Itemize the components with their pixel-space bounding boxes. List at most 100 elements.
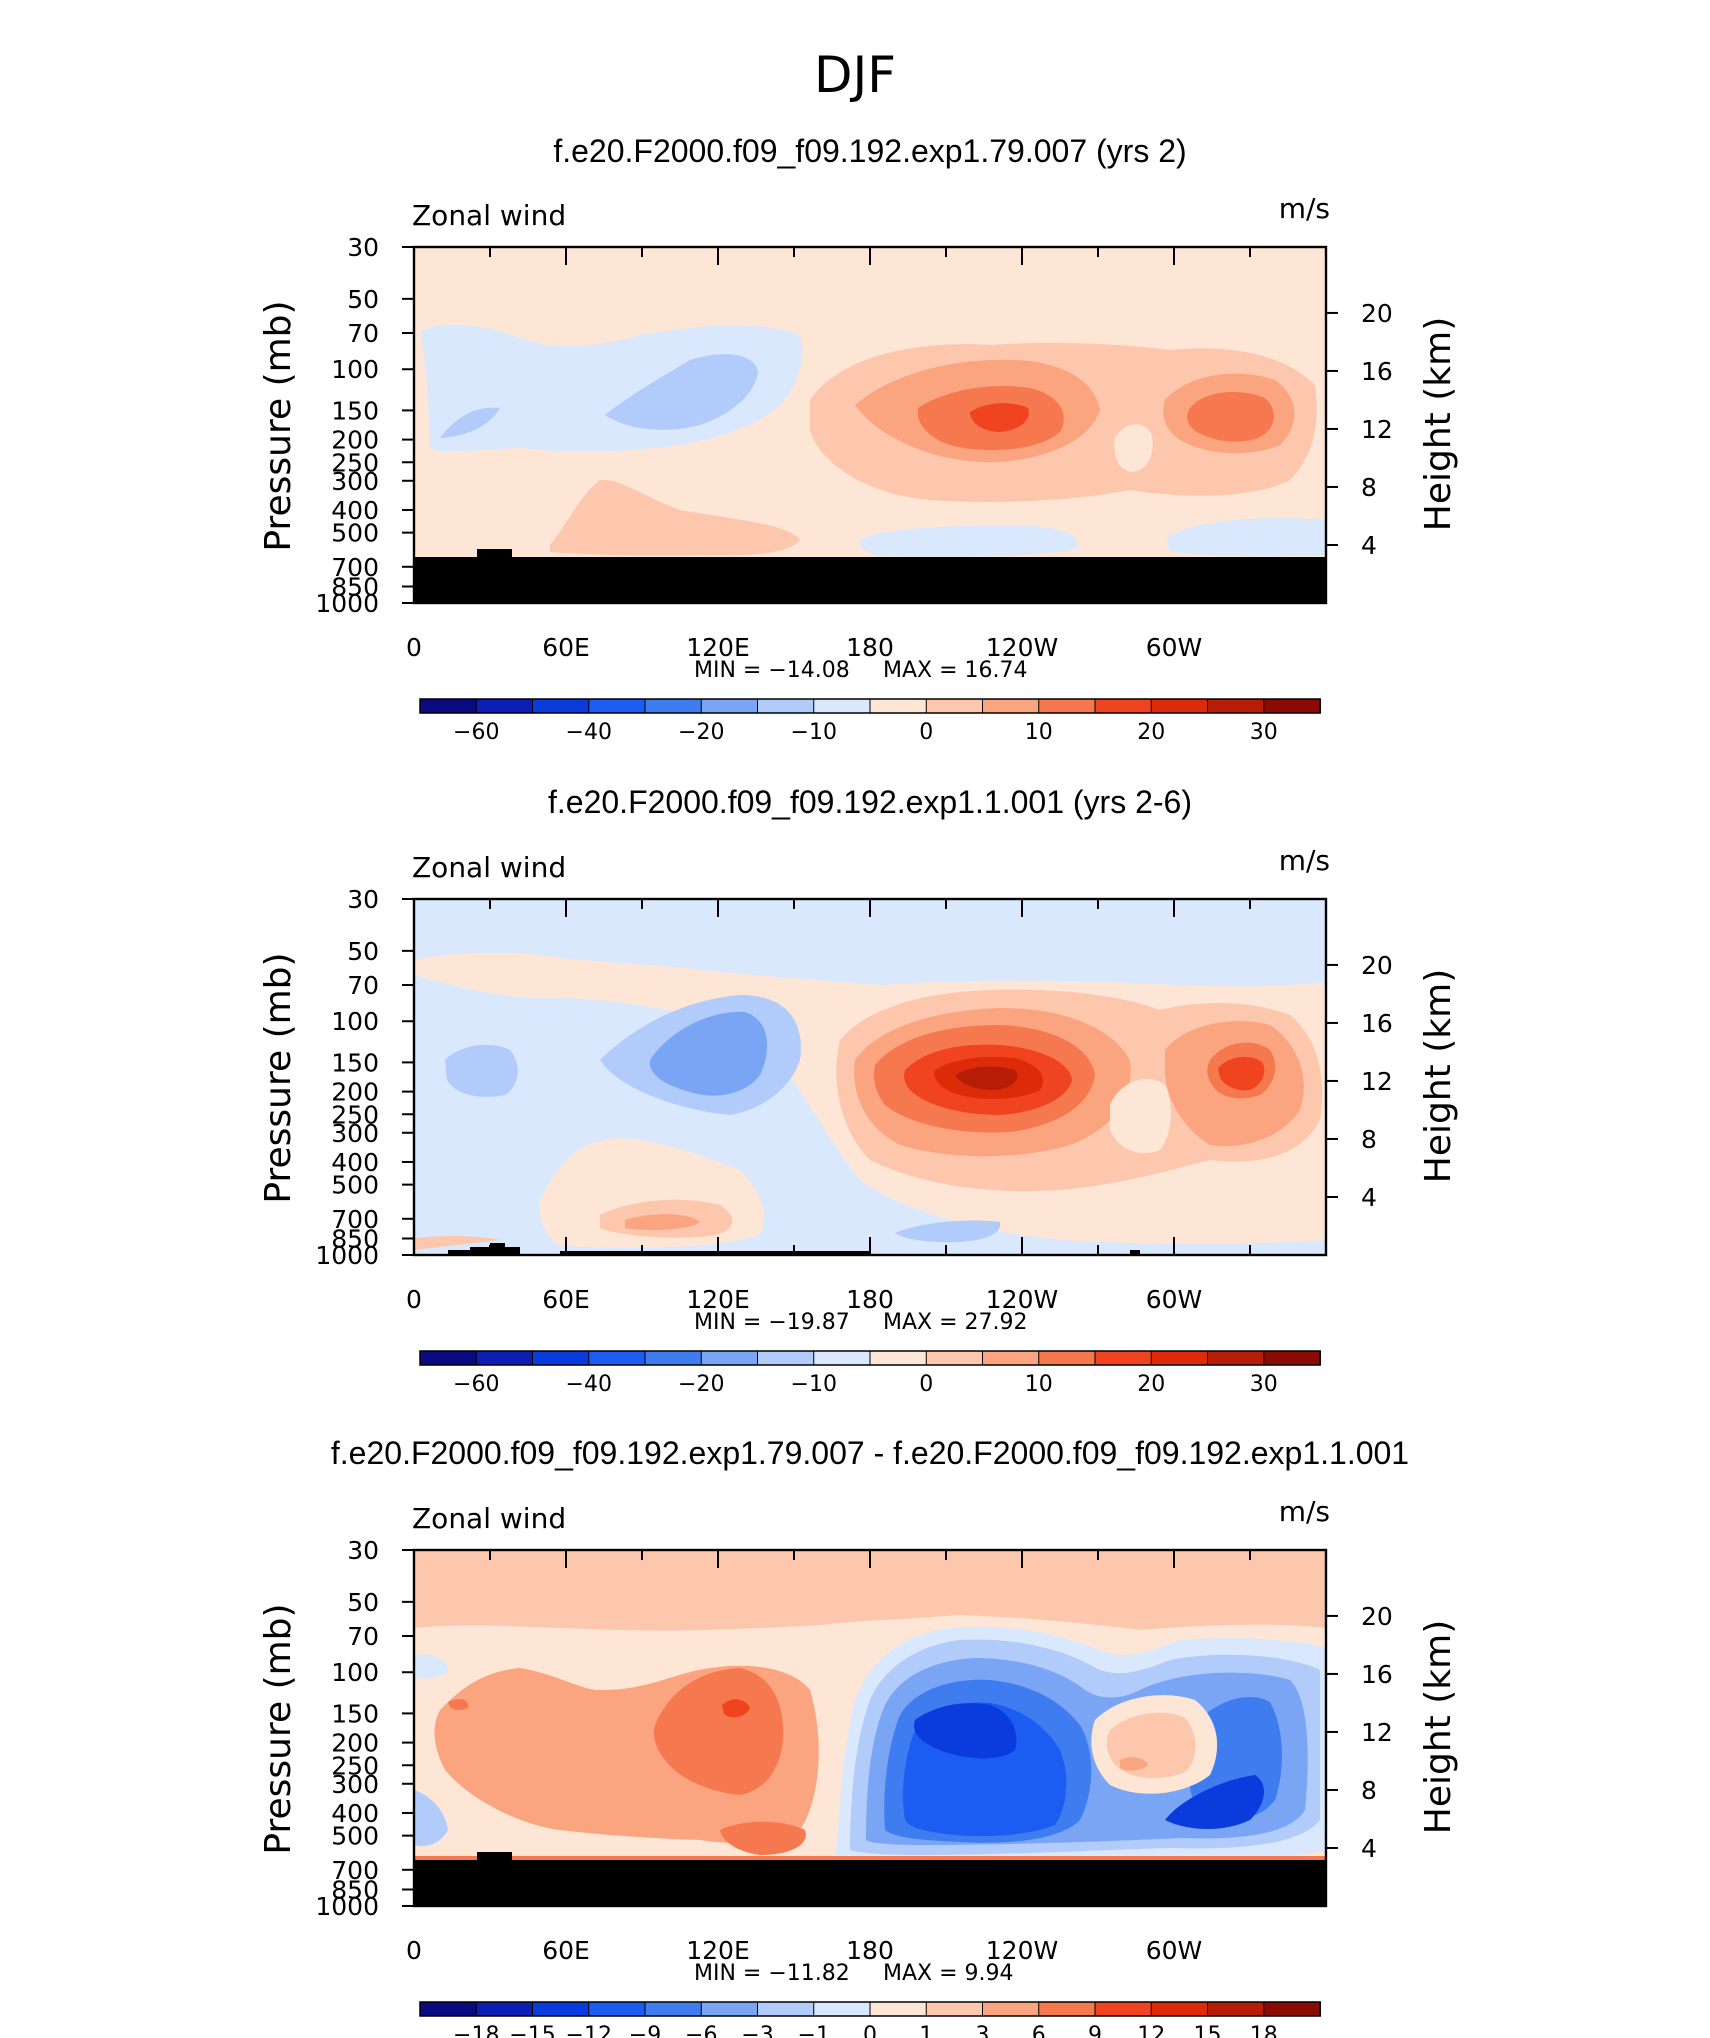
pressure-tick-label: 700 xyxy=(331,1205,379,1234)
panel-3-contours xyxy=(414,1615,1326,1906)
panel-2-min-label: MIN = −19.87 xyxy=(694,1310,850,1335)
pressure-tick-label: 50 xyxy=(347,937,379,966)
height-tick-label: 16 xyxy=(1361,357,1393,386)
panel-1-contour-neg-small xyxy=(440,407,500,438)
panel-3-contour-pos-loop3 xyxy=(1120,1757,1148,1771)
colorbar-swatch xyxy=(700,1350,759,1366)
panel-2-max-label: MAX = 27.92 xyxy=(883,1310,1028,1335)
colorbar-label: 30 xyxy=(1250,720,1278,745)
pressure-tick-label: 250 xyxy=(331,1100,379,1129)
colorbar-swatch xyxy=(1207,1350,1265,1366)
panel-1-contour-neg-mid xyxy=(605,354,758,430)
pressure-tick-label: 500 xyxy=(331,1822,379,1851)
pressure-tick-label: 500 xyxy=(331,519,379,548)
pressure-tick-label: 1000 xyxy=(315,1241,379,1270)
colorbar-swatch xyxy=(1150,1350,1209,1366)
colorbar-swatch xyxy=(1207,2001,1265,2017)
panel-1-contour-low-neg-b xyxy=(1167,518,1326,557)
lon-tick-label: 60W xyxy=(1146,1936,1203,1965)
colorbar-label: 1 xyxy=(919,2023,933,2038)
pressure-tick-label: 30 xyxy=(347,885,379,914)
colorbar-label: 18 xyxy=(1250,2023,1278,2038)
panel-2-contour-neg-3 xyxy=(445,1044,518,1097)
colorbar-swatch xyxy=(1038,2001,1096,2017)
colorbar-swatch xyxy=(532,698,590,714)
height-tick-label: 20 xyxy=(1361,951,1393,980)
height-tick-label: 8 xyxy=(1361,1125,1377,1154)
pressure-tick-label: 700 xyxy=(331,553,379,582)
panel-1-colorbar: −60 −40 −20 −10 0 10 20 30 xyxy=(419,698,1321,745)
panel-3-min-label: MIN = −11.82 xyxy=(694,1961,850,1986)
pressure-tick-label: 250 xyxy=(331,1751,379,1780)
colorbar-swatch xyxy=(869,1350,928,1366)
colorbar-swatch xyxy=(869,698,928,714)
pressure-tick-label: 200 xyxy=(331,1078,379,1107)
lon-tick-label: 180 xyxy=(846,633,894,662)
panel-1-contours xyxy=(414,324,1326,603)
pressure-tick-label: 100 xyxy=(331,1007,379,1036)
colorbar-label: −9 xyxy=(629,2023,661,2038)
panel-1-max-label: MAX = 16.74 xyxy=(883,658,1028,683)
colorbar-swatch xyxy=(925,2001,984,2017)
lon-tick-label: 60W xyxy=(1146,1285,1203,1314)
panel-2-contour-pos-edge xyxy=(414,1235,500,1250)
colorbar-label: −15 xyxy=(509,2023,555,2038)
colorbar-label: −60 xyxy=(453,720,499,745)
height-tick-label: 4 xyxy=(1361,1834,1377,1863)
panel-2-variable-label: Zonal wind xyxy=(412,851,566,884)
lon-tick-label: 120E xyxy=(686,1285,750,1314)
colorbar-swatch xyxy=(700,2001,759,2017)
pressure-tick-label: 400 xyxy=(331,496,379,525)
pressure-tick-label: 850 xyxy=(331,573,379,602)
height-tick-label: 20 xyxy=(1361,299,1393,328)
colorbar-swatch xyxy=(700,698,759,714)
height-tick-label: 8 xyxy=(1361,1776,1377,1805)
colorbar-label: 15 xyxy=(1194,2023,1222,2038)
colorbar-swatch xyxy=(1207,698,1265,714)
panel-2-contour-left-pos3 xyxy=(625,1214,700,1230)
colorbar-swatch xyxy=(982,2001,1040,2017)
panel-2-contour-neg-2 xyxy=(649,1011,768,1096)
colorbar-label: −18 xyxy=(453,2023,499,2038)
colorbar-swatch xyxy=(1150,2001,1209,2017)
colorbar-swatch xyxy=(532,2001,590,2017)
colorbar-swatch xyxy=(1263,2001,1321,2017)
colorbar-swatch xyxy=(1038,1350,1096,1366)
panel-1-min-label: MIN = −14.08 xyxy=(694,658,850,683)
colorbar-label: −3 xyxy=(741,2023,773,2038)
colorbar-label: 0 xyxy=(919,720,933,745)
height-tick-label: 4 xyxy=(1361,1183,1377,1212)
colorbar-label: 10 xyxy=(1025,720,1053,745)
pressure-tick-label: 400 xyxy=(331,1799,379,1828)
colorbar-swatch xyxy=(1094,698,1153,714)
panel-2-title: f.e20.F2000.f09_f09.192.exp1.1.001 (yrs … xyxy=(548,784,1192,820)
pressure-tick-label: 70 xyxy=(347,1622,379,1651)
colorbar-swatch xyxy=(532,1350,590,1366)
colorbar-swatch xyxy=(757,1350,815,1366)
lon-tick-label: 180 xyxy=(846,1936,894,1965)
lon-tick-label: 0 xyxy=(406,1936,422,1965)
page-title: DJF xyxy=(814,46,896,104)
colorbar-label: 30 xyxy=(1250,1372,1278,1397)
height-tick-label: 20 xyxy=(1361,1602,1393,1631)
panel-2-contour-neg-4 xyxy=(895,1220,1001,1243)
colorbar-label: −20 xyxy=(678,1372,724,1397)
panel-3-contour-pos-2 xyxy=(653,1668,784,1795)
lon-tick-label: 120E xyxy=(686,1936,750,1965)
colorbar-swatch xyxy=(644,2001,703,2017)
panel-3-topography xyxy=(414,1852,1326,1906)
panel-3-contour-neg-left xyxy=(414,1790,448,1847)
panel-3-contour-neg-left2 xyxy=(414,1654,449,1679)
panel-2: f.e20.F2000.f09_f09.192.exp1.1.001 (yrs … xyxy=(258,784,1459,1397)
colorbar-label: 9 xyxy=(1088,2023,1102,2038)
panel-1-units: m/s xyxy=(1279,192,1330,225)
colorbar-label: −6 xyxy=(685,2023,717,2038)
panel-3-colorbar: −18 −15 −12 −9 −6 −3 −1 0 1 3 6 9 12 15 18 xyxy=(419,2001,1321,2038)
colorbar-label: 20 xyxy=(1137,1372,1165,1397)
colorbar-label: 12 xyxy=(1137,2023,1165,2038)
colorbar-label: −60 xyxy=(453,1372,499,1397)
